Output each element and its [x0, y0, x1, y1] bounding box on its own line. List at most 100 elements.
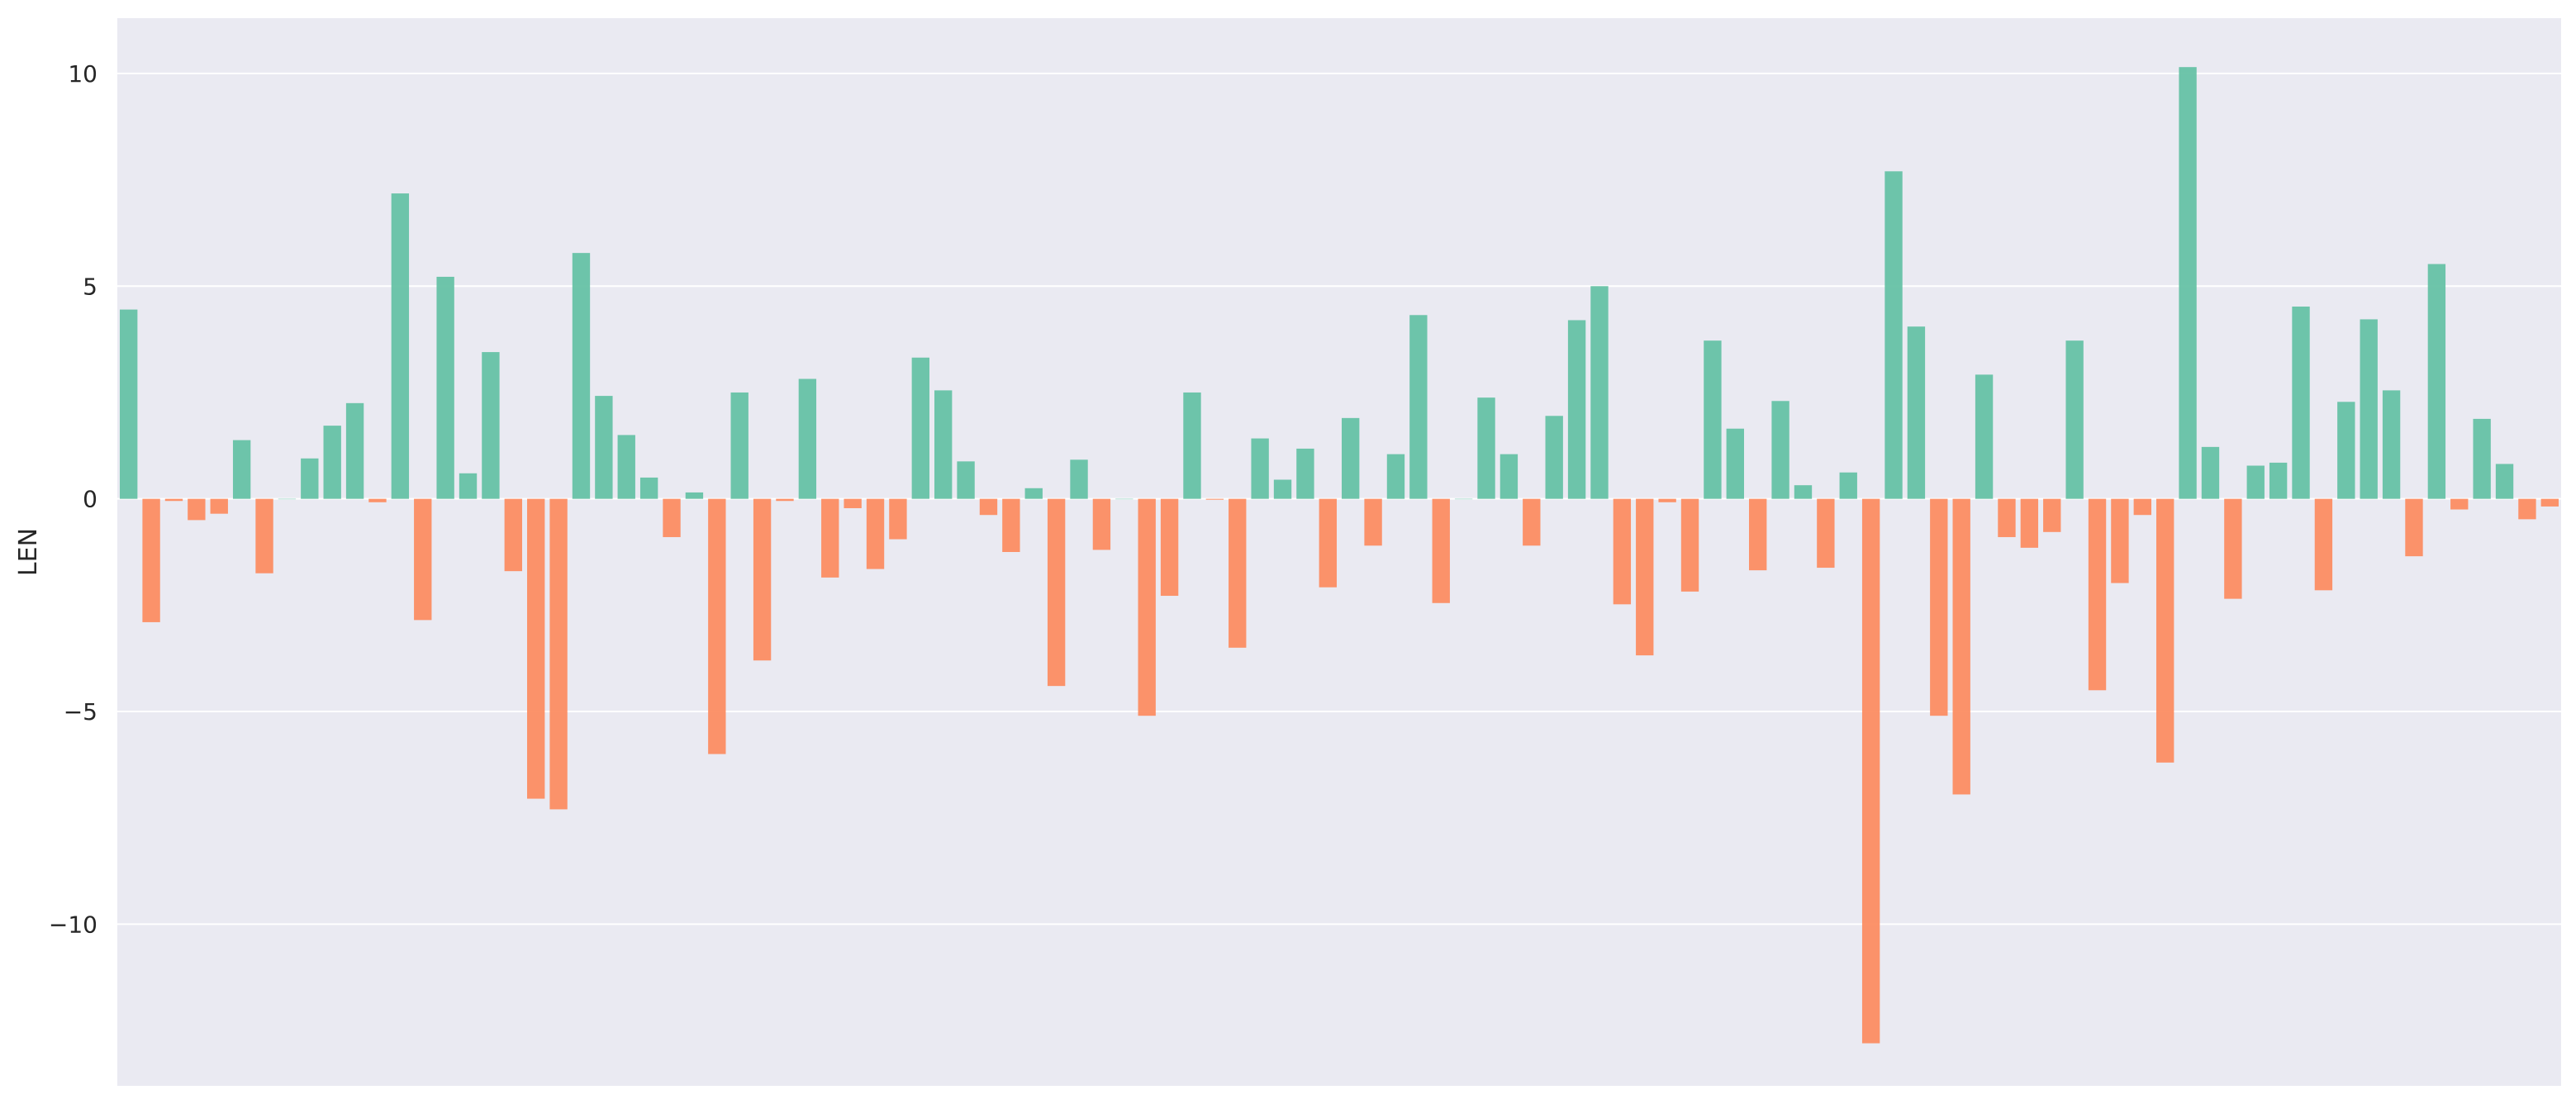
bar: [685, 492, 704, 499]
bar: [821, 498, 839, 578]
bar: [1907, 326, 1926, 499]
bar: [617, 435, 635, 499]
bar: [345, 402, 364, 499]
bar: [436, 276, 454, 499]
bar: [776, 498, 794, 502]
bar: [1613, 498, 1632, 605]
bar: [1680, 498, 1699, 592]
bar: [2382, 390, 2401, 499]
plot-background: [117, 18, 2561, 1086]
bar: [2337, 402, 2355, 499]
bar: [504, 498, 522, 572]
bar: [414, 498, 432, 621]
y-tick-label: −10: [49, 911, 97, 938]
bar: [301, 458, 319, 499]
y-axis-label: LEN: [14, 528, 43, 576]
bar: [639, 477, 658, 499]
bar: [1839, 472, 1857, 499]
bar: [798, 378, 817, 499]
bar: [1952, 498, 1970, 795]
bar: [595, 396, 613, 499]
bar: [2088, 498, 2107, 691]
bar: [1975, 374, 1994, 499]
bar: [2201, 446, 2220, 499]
bar: [164, 498, 183, 502]
bar: [934, 390, 953, 499]
bar: [2246, 465, 2265, 499]
bar: [889, 498, 907, 540]
bar: [2133, 498, 2151, 516]
bar: [1794, 485, 1813, 499]
bar: [1861, 498, 1880, 1044]
bar: [1409, 315, 1428, 499]
bar: [957, 461, 975, 499]
bar: [1273, 479, 1292, 499]
bar: [549, 498, 568, 810]
bar: [210, 498, 228, 514]
bar: [1183, 392, 1201, 499]
bar: [1205, 498, 1224, 500]
bar: [663, 498, 681, 537]
bar: [1047, 498, 1066, 687]
bar: [753, 498, 772, 661]
bar: [1636, 498, 1654, 656]
bar: [1590, 286, 1609, 499]
bar: [1296, 448, 1314, 499]
bar: [2495, 464, 2514, 499]
bar: [278, 498, 297, 500]
bar: [142, 498, 160, 622]
bar: [188, 498, 206, 521]
bar: [2111, 498, 2129, 583]
bar: [1092, 498, 1111, 550]
bar: [120, 309, 138, 499]
bar: [1930, 498, 1948, 716]
bar: [2179, 67, 2197, 499]
bar: [1704, 340, 1722, 499]
bar: [1115, 498, 1134, 500]
bar: [1319, 498, 1337, 588]
bar: [368, 498, 387, 502]
bar: [2156, 498, 2174, 763]
bar: [1002, 498, 1020, 552]
bar: [2043, 498, 2061, 532]
bar: [1386, 454, 1405, 499]
bar: [1160, 498, 1179, 597]
bar: [730, 392, 749, 499]
bar: [2473, 418, 2491, 499]
bar: [255, 498, 273, 573]
bar: [1024, 488, 1043, 499]
bar: [911, 357, 929, 499]
bar: [2450, 498, 2469, 510]
bar: [1070, 459, 1088, 499]
bar: [2292, 306, 2310, 499]
y-tick-label: 10: [68, 60, 97, 88]
bar: [1477, 397, 1495, 499]
bar: [1726, 428, 1744, 499]
y-tick-label: 0: [83, 486, 97, 513]
bar: [2065, 340, 2084, 499]
y-axis-ticks: 10 5 0 −5 −10: [49, 60, 97, 938]
bar: [527, 498, 545, 799]
bar: [2518, 498, 2536, 520]
bar: [482, 352, 500, 499]
bar: [866, 498, 885, 569]
bar: [459, 473, 478, 499]
bar: [1771, 401, 1789, 499]
bar: [1998, 498, 2016, 537]
bar: [1658, 498, 1676, 502]
bar: [1545, 416, 1563, 499]
y-tick-label: −5: [64, 698, 97, 726]
bar: [391, 193, 410, 499]
bar: [232, 440, 251, 499]
bar: [1884, 171, 1903, 499]
bar: [2314, 498, 2333, 591]
grid-lines: [117, 72, 2561, 926]
bar: [1523, 498, 1541, 546]
bar: [979, 498, 998, 516]
bar: [2360, 319, 2378, 499]
bar: [1138, 498, 1156, 716]
bar: [2427, 264, 2446, 499]
bar: [1229, 498, 1247, 648]
bars: [120, 67, 2559, 1044]
